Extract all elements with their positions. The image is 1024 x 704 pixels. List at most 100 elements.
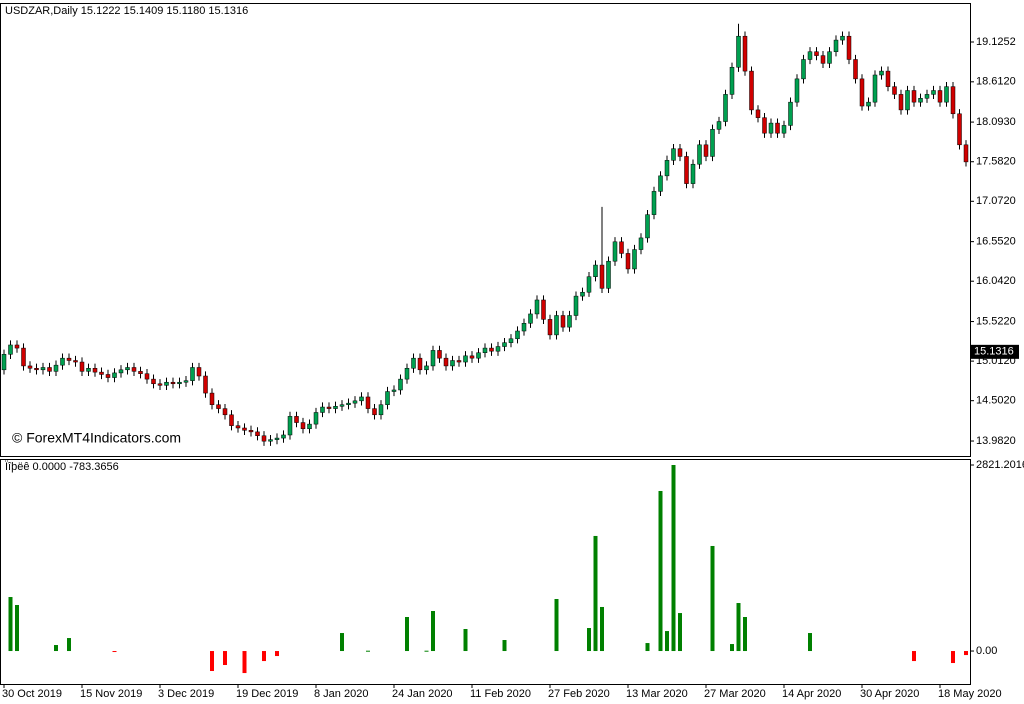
candle-body — [820, 55, 826, 64]
candle-body — [957, 113, 962, 146]
candle-body — [573, 295, 579, 316]
candle-body — [8, 344, 13, 355]
candle-body — [807, 51, 813, 60]
histogram-bar — [736, 603, 741, 652]
candle-body — [222, 408, 228, 416]
candle-body — [359, 396, 364, 402]
candle-body — [281, 434, 286, 439]
candle-body — [671, 148, 676, 161]
candle-body — [710, 129, 715, 157]
x-tick-label: 30 Apr 2020 — [860, 688, 919, 700]
candle-body — [677, 148, 683, 157]
candle-body — [905, 90, 910, 111]
histogram-bar — [645, 643, 650, 652]
candle-body — [619, 241, 624, 254]
x-tick-label: 19 Dec 2019 — [236, 688, 298, 700]
candle-body — [606, 260, 611, 289]
candle-body — [183, 380, 189, 383]
y-tick-label: 13.9820 — [976, 435, 1016, 447]
candle-body — [294, 416, 299, 423]
candle-body — [469, 355, 475, 359]
candle-body — [801, 59, 806, 80]
candle-body — [14, 344, 20, 349]
candle-body — [437, 350, 442, 359]
candle-body — [352, 400, 358, 404]
candle-body — [879, 70, 884, 76]
histogram-bar — [262, 651, 266, 662]
histogram-bar — [463, 629, 468, 652]
candle-body — [66, 357, 72, 361]
candle-body — [27, 365, 33, 369]
candle-body — [612, 241, 618, 262]
candle-body — [320, 406, 325, 413]
candle-body — [755, 109, 761, 118]
candle-body — [255, 431, 260, 437]
histogram-bar — [593, 535, 598, 652]
candle-body — [476, 352, 481, 359]
candle-body — [79, 361, 85, 372]
candle-body — [92, 368, 98, 373]
candle-body — [372, 408, 377, 416]
candle-body — [463, 355, 468, 363]
histogram-bar — [658, 490, 663, 652]
candle-body — [859, 78, 865, 107]
candle-body — [47, 367, 52, 372]
indicator-header: Ïîþëê 0.0000 -783.3656 — [5, 461, 119, 473]
histogram-bar — [730, 644, 734, 652]
candle-body — [456, 360, 462, 363]
candle-body — [489, 347, 494, 352]
candle-body — [580, 291, 585, 297]
candle-body — [931, 90, 936, 95]
candle-body — [794, 78, 800, 103]
histogram-bar — [912, 651, 916, 662]
x-tick-label: 11 Feb 2020 — [470, 688, 531, 700]
candle-body — [762, 117, 767, 134]
candle-body — [502, 342, 507, 347]
candle-body — [703, 144, 709, 157]
histogram-bar — [223, 651, 227, 666]
candle-body — [840, 35, 845, 41]
x-tick-label: 27 Mar 2020 — [704, 688, 766, 700]
candle-body — [924, 94, 930, 99]
candle-body — [378, 404, 384, 416]
candle-body — [21, 347, 26, 367]
candle-body — [170, 381, 176, 385]
candle-body — [86, 368, 91, 372]
candle-body — [690, 163, 696, 184]
candle-body — [729, 66, 735, 95]
y-tick-label: 17.5820 — [976, 156, 1016, 168]
histogram-bar — [743, 617, 747, 652]
histogram-bar — [671, 465, 676, 652]
candle-body — [268, 439, 273, 442]
candle-body — [586, 276, 592, 293]
histogram-bar — [665, 631, 669, 652]
candle-body — [203, 375, 208, 394]
candle-body — [443, 357, 449, 367]
histogram-bar — [112, 651, 117, 653]
candle-body — [658, 175, 663, 192]
candle-body — [885, 70, 891, 87]
histogram-bar — [67, 638, 71, 652]
candle-body — [833, 39, 839, 52]
candle-body — [508, 338, 514, 343]
candle-body — [274, 437, 280, 440]
candle-body — [866, 101, 871, 107]
histogram-bar — [808, 633, 812, 652]
candle-body — [261, 435, 267, 442]
histogram-bar — [424, 650, 429, 652]
candle-body — [963, 144, 969, 163]
candle-body — [521, 323, 527, 332]
candle-body — [164, 381, 169, 386]
x-tick-label: 13 Mar 2020 — [626, 688, 688, 700]
candle-body — [157, 383, 163, 386]
candle-body — [411, 357, 416, 369]
candle-body — [417, 357, 423, 371]
candle-body — [287, 416, 293, 436]
candle-body — [645, 214, 650, 239]
candle-body — [118, 369, 124, 374]
candle-body — [749, 70, 754, 111]
candle-body — [742, 35, 748, 72]
y-tick-label: 18.6120 — [976, 76, 1016, 88]
candle-body — [846, 35, 852, 60]
candle-body — [723, 94, 728, 122]
